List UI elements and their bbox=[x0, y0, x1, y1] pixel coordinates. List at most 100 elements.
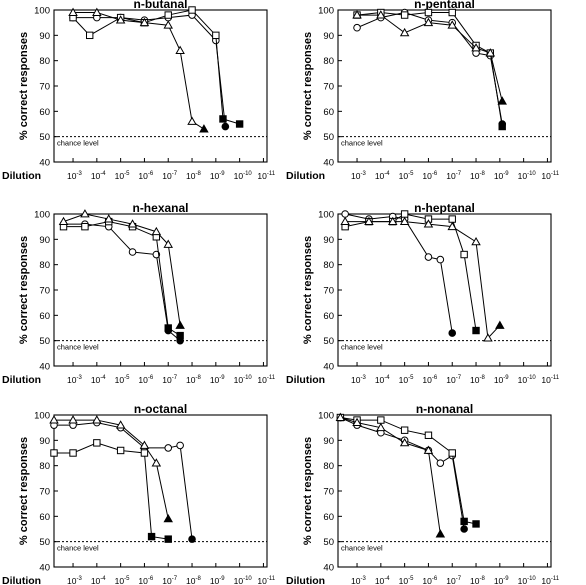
data-point bbox=[399, 437, 410, 447]
y-tick-label: 50 bbox=[39, 132, 50, 143]
data-point bbox=[424, 431, 433, 439]
data-point bbox=[340, 216, 350, 226]
data-point bbox=[69, 449, 77, 457]
data-point bbox=[335, 412, 346, 421]
data-point bbox=[49, 415, 59, 424]
series-line bbox=[63, 213, 181, 326]
x-tick-label: 10-10 bbox=[518, 375, 537, 385]
data-point bbox=[447, 221, 457, 231]
data-point bbox=[471, 236, 481, 246]
panel-n-pentanal: n-pentanal 40 50 60 70 80 90 100 % correct respo… bbox=[286, 0, 560, 182]
data-point bbox=[92, 415, 102, 424]
x-tick-label: 10-8 bbox=[186, 375, 201, 385]
data-point bbox=[176, 331, 184, 340]
y-tick-label: 50 bbox=[323, 132, 334, 143]
series-triangle bbox=[49, 415, 173, 523]
x-tick-label: 10-10 bbox=[518, 576, 537, 585]
y-tick-label: 100 bbox=[34, 210, 50, 221]
x-tick-label: 10-5 bbox=[115, 375, 130, 385]
x-tick-label: 10-7 bbox=[446, 576, 461, 585]
chance-label: chance level bbox=[57, 139, 99, 148]
series-circle bbox=[69, 11, 230, 131]
y-tick-label: 90 bbox=[39, 436, 50, 447]
data-point bbox=[483, 333, 493, 342]
y-tick-label: 90 bbox=[323, 235, 334, 246]
data-point bbox=[93, 439, 101, 447]
chance-label: chance level bbox=[341, 139, 383, 148]
panel-title: n-nonanal bbox=[416, 402, 473, 416]
y-tick-label: 80 bbox=[39, 56, 50, 67]
data-point bbox=[423, 17, 434, 27]
data-point bbox=[164, 11, 172, 19]
y-tick-label: 60 bbox=[323, 107, 334, 118]
data-point bbox=[103, 214, 114, 223]
panel-title: n-butanal bbox=[134, 0, 188, 11]
y-tick-label: 40 bbox=[39, 563, 50, 574]
data-point bbox=[187, 116, 197, 125]
data-point bbox=[400, 426, 409, 434]
x-tick-label: 10-5 bbox=[115, 576, 130, 585]
data-point bbox=[175, 320, 185, 329]
y-tick-label: 90 bbox=[323, 31, 334, 42]
data-point bbox=[471, 43, 481, 52]
y-tick-label: 80 bbox=[323, 461, 334, 472]
data-point bbox=[163, 513, 173, 523]
data-point bbox=[176, 441, 184, 450]
y-tick-label: 80 bbox=[39, 260, 50, 271]
panel-n-octanal: n-octanal 40 50 60 70 80 90 100 % correct respon… bbox=[2, 402, 276, 585]
data-point bbox=[140, 449, 149, 457]
data-point bbox=[448, 215, 456, 223]
data-point bbox=[387, 216, 398, 226]
series-line bbox=[340, 417, 477, 525]
data-point bbox=[85, 31, 94, 40]
data-point bbox=[115, 15, 126, 24]
data-point bbox=[400, 11, 409, 19]
data-point bbox=[436, 459, 445, 467]
y-axis-title: % correct responses bbox=[302, 437, 314, 545]
data-point bbox=[58, 216, 69, 226]
data-point bbox=[219, 115, 227, 123]
y-axis-title: % correct responses bbox=[18, 437, 30, 545]
x-tick-label: 10-10 bbox=[234, 576, 253, 585]
y-tick-label: 80 bbox=[323, 56, 334, 67]
x-tick-label: 10-11 bbox=[257, 171, 275, 181]
x-tick-label: 10-6 bbox=[422, 375, 437, 385]
data-point bbox=[341, 210, 349, 218]
data-point bbox=[68, 7, 78, 16]
x-tick-label: 10-6 bbox=[138, 375, 153, 385]
chance-label: chance level bbox=[57, 343, 99, 352]
series-line bbox=[345, 213, 453, 334]
data-point bbox=[364, 216, 374, 226]
y-tick-label: 100 bbox=[34, 411, 50, 422]
data-point bbox=[188, 535, 196, 543]
data-point bbox=[495, 320, 505, 329]
x-tick-label: 10-4 bbox=[375, 171, 390, 181]
data-point bbox=[221, 122, 230, 131]
data-point bbox=[485, 48, 496, 57]
panel-title: n-hexanal bbox=[132, 201, 188, 215]
data-point bbox=[188, 6, 196, 14]
x-tick-label: 10-5 bbox=[399, 576, 414, 585]
data-point bbox=[116, 446, 125, 455]
x-tick-label: 10-3 bbox=[351, 576, 366, 585]
data-point bbox=[460, 525, 468, 533]
data-point bbox=[352, 417, 362, 427]
y-tick-label: 60 bbox=[39, 107, 50, 118]
x-tick-label: 10-4 bbox=[91, 375, 106, 385]
x-tick-label: 10-9 bbox=[210, 576, 225, 585]
series-line bbox=[54, 419, 169, 519]
series-line bbox=[345, 213, 477, 331]
data-point bbox=[80, 209, 90, 218]
y-tick-label: 50 bbox=[39, 336, 50, 347]
x-tick-label: 10-11 bbox=[541, 576, 559, 585]
y-tick-label: 50 bbox=[323, 537, 334, 548]
data-point bbox=[92, 7, 102, 16]
data-point bbox=[498, 122, 506, 131]
x-tick-label: 10-9 bbox=[494, 171, 509, 181]
panel-title: n-pentanal bbox=[414, 0, 475, 11]
y-tick-label: 90 bbox=[323, 436, 334, 447]
series-square bbox=[59, 217, 184, 340]
x-axis-title: Dilution bbox=[286, 170, 325, 182]
data-point bbox=[128, 248, 137, 256]
y-tick-label: 40 bbox=[323, 362, 334, 373]
